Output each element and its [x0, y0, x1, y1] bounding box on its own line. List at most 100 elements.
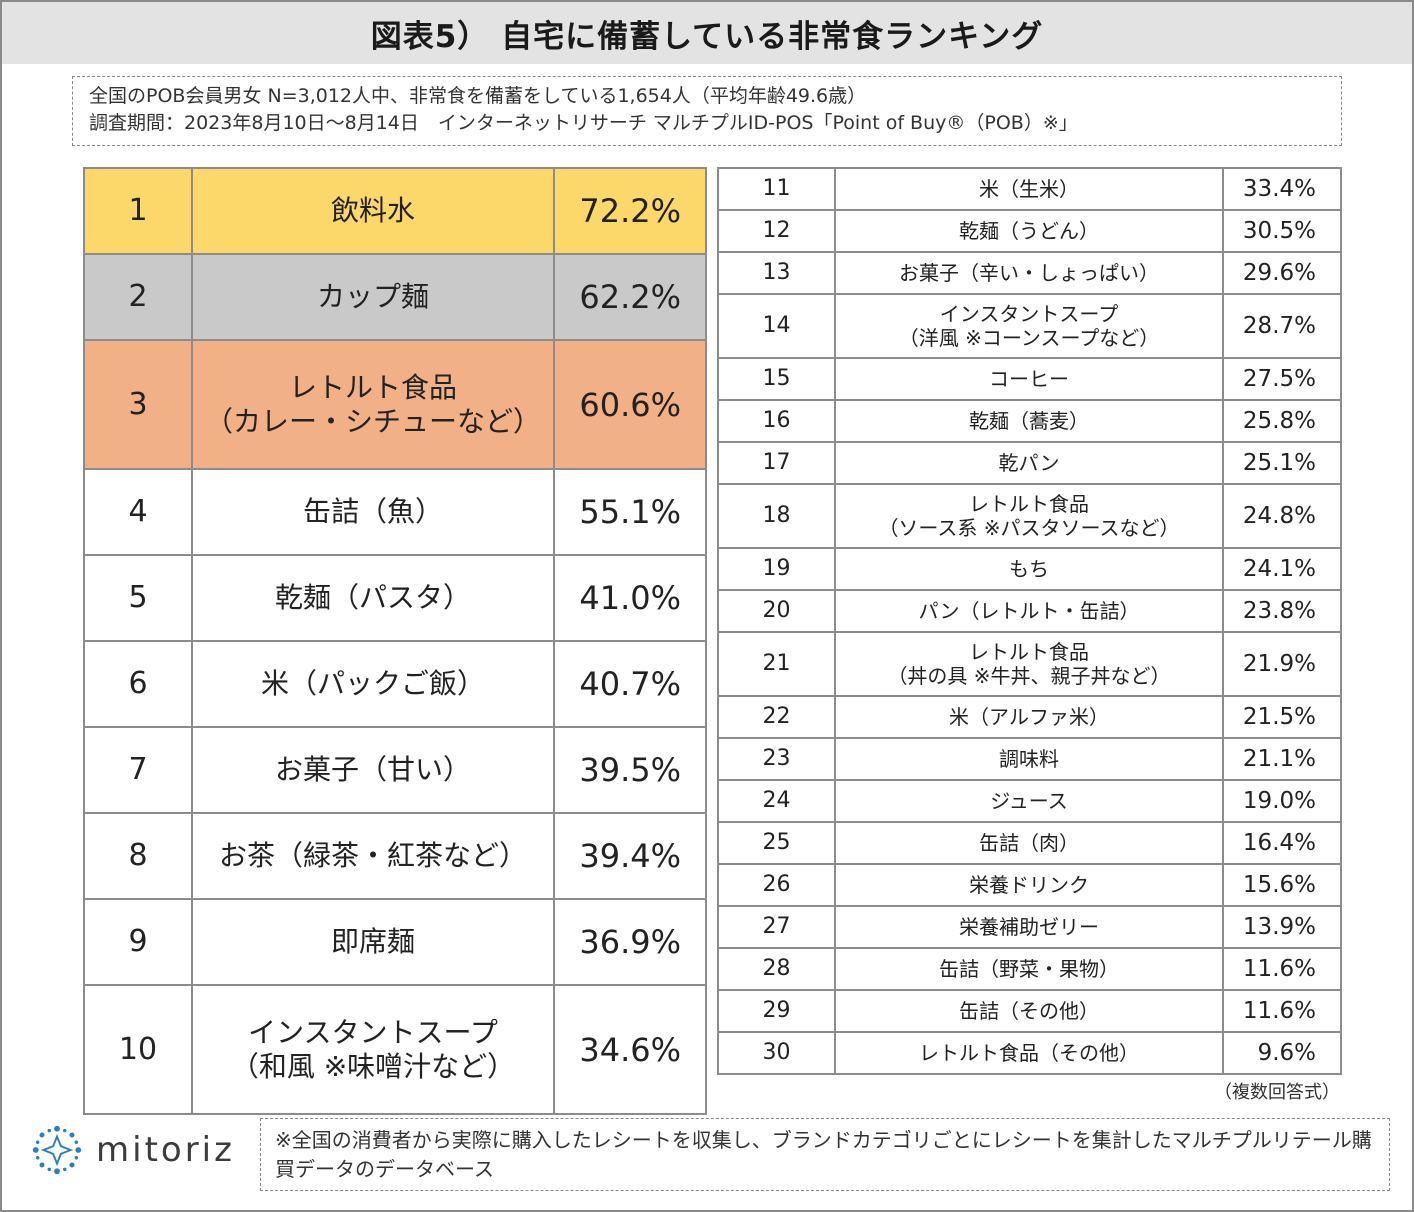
mitoriz-logo: mitoriz: [28, 1121, 248, 1179]
item-name: レトルト食品（その他）: [834, 1031, 1224, 1075]
item-name-line-2: （ソース系 ※パスタソースなど）: [878, 516, 1180, 540]
ranking-row: 24 ジュース 19.0%: [717, 779, 1342, 823]
item-percentage: 9.6%: [1222, 1031, 1342, 1075]
item-percentage: 21.9%: [1222, 631, 1342, 697]
rank-number: 25: [717, 821, 836, 865]
item-name: カップ麺: [191, 253, 555, 341]
item-name-line-1: お菓子（辛い・しょっぱい）: [899, 261, 1159, 285]
ranking-row: 3 レトルト食品 （カレー・シチューなど） 60.6%: [83, 339, 707, 470]
item-name: 缶詰（その他）: [834, 989, 1224, 1033]
item-percentage: 29.6%: [1222, 251, 1342, 295]
rank-number: 8: [83, 812, 193, 900]
item-name-line-1: 乾麺（パスタ）: [274, 581, 471, 614]
ranking-row: 12 乾麺（うどん） 30.5%: [717, 209, 1342, 253]
item-percentage: 33.4%: [1222, 167, 1342, 211]
item-name: 米（パックご飯）: [191, 640, 555, 728]
item-name-line-2: （丼の具 ※牛丼、親子丼など）: [887, 664, 1171, 688]
item-name-line-1: 調味料: [999, 747, 1059, 771]
item-name: 調味料: [834, 737, 1224, 781]
item-percentage: 25.8%: [1222, 399, 1342, 443]
item-name-line-1: レトルト食品: [969, 492, 1089, 516]
item-percentage: 25.1%: [1222, 441, 1342, 485]
item-name: 即席麺: [191, 898, 555, 986]
item-name: レトルト食品 （丼の具 ※牛丼、親子丼など）: [834, 631, 1224, 697]
item-name-line-1: 栄養補助ゼリー: [959, 915, 1099, 939]
ranking-row: 19 もち 24.1%: [717, 547, 1342, 591]
ranking-row: 8 お茶（緑茶・紅茶など） 39.4%: [83, 812, 707, 900]
title-bar: 図表5） 自宅に備蓄している非常食ランキング: [2, 2, 1412, 64]
ranking-row: 11 米（生米） 33.4%: [717, 167, 1342, 211]
item-name-line-2: （和風 ※味噌汁など）: [230, 1049, 516, 1083]
ranking-row: 15 コーヒー 27.5%: [717, 357, 1342, 401]
ranking-row: 5 乾麺（パスタ） 41.0%: [83, 554, 707, 642]
item-name-line-1: 乾パン: [998, 451, 1060, 475]
item-name-line-1: 乾麺（うどん）: [959, 219, 1099, 243]
rank-number: 15: [717, 357, 836, 401]
item-name-line-1: カップ麺: [316, 280, 429, 313]
ranking-row: 9 即席麺 36.9%: [83, 898, 707, 986]
item-name-line-1: 米（アルファ米）: [949, 705, 1109, 729]
item-percentage: 72.2%: [553, 167, 707, 255]
item-name-line-1: 飲料水: [330, 194, 415, 227]
ranking-row: 27 栄養補助ゼリー 13.9%: [717, 905, 1342, 949]
item-percentage: 39.5%: [553, 726, 707, 814]
item-name-line-1: 缶詰（魚）: [302, 495, 443, 528]
ranking-row: 6 米（パックご飯） 40.7%: [83, 640, 707, 728]
item-name: コーヒー: [834, 357, 1224, 401]
item-percentage: 41.0%: [553, 554, 707, 642]
ranking-row: 26 栄養ドリンク 15.6%: [717, 863, 1342, 907]
item-name-line-1: ジュース: [990, 789, 1068, 813]
survey-info-line-2: 調査期間：2023年8月10日～8月14日 インターネットリサーチ マルチプルI…: [89, 112, 1078, 134]
item-percentage: 39.4%: [553, 812, 707, 900]
item-name: お菓子（辛い・しょっぱい）: [834, 251, 1224, 295]
rank-number: 14: [717, 293, 836, 359]
ranking-row: 17 乾パン 25.1%: [717, 441, 1342, 485]
ranking-row: 28 缶詰（野菜・果物） 11.6%: [717, 947, 1342, 991]
ranking-row: 16 乾麺（蕎麦） 25.8%: [717, 399, 1342, 443]
item-name: 缶詰（肉）: [834, 821, 1224, 865]
item-percentage: 55.1%: [553, 468, 707, 556]
item-name-line-1: 缶詰（その他）: [959, 999, 1099, 1023]
rank-number: 23: [717, 737, 836, 781]
ranking-row: 22 米（アルファ米） 21.5%: [717, 695, 1342, 739]
ranking-row: 10 インスタントスープ （和風 ※味噌汁など） 34.6%: [83, 984, 707, 1115]
rank-number: 26: [717, 863, 836, 907]
item-name-line-1: 米（生米）: [979, 177, 1079, 201]
rank-number: 28: [717, 947, 836, 991]
item-percentage: 11.6%: [1222, 989, 1342, 1033]
ranking-table-11-30: 11 米（生米） 33.4% 12 乾麺（うどん） 30.5% 13 お菓子（辛い・しょっぱい…: [717, 167, 1342, 1075]
item-percentage: 62.2%: [553, 253, 707, 341]
item-percentage: 16.4%: [1222, 821, 1342, 865]
rank-number: 4: [83, 468, 193, 556]
rank-number: 10: [83, 984, 193, 1115]
rank-number: 12: [717, 209, 836, 253]
item-name-line-1: お菓子（甘い）: [274, 753, 471, 786]
item-percentage: 60.6%: [553, 339, 707, 470]
item-name: 米（アルファ米）: [834, 695, 1224, 739]
item-percentage: 19.0%: [1222, 779, 1342, 823]
item-name: 乾麺（うどん）: [834, 209, 1224, 253]
mitoriz-star-logo-icon: [32, 1125, 82, 1175]
ranking-row: 7 お菓子（甘い） 39.5%: [83, 726, 707, 814]
item-name-line-1: お茶（緑茶・紅茶など）: [218, 839, 527, 872]
ranking-row: 20 パン（レトルト・缶詰） 23.8%: [717, 589, 1342, 633]
item-percentage: 15.6%: [1222, 863, 1342, 907]
ranking-row: 4 缶詰（魚） 55.1%: [83, 468, 707, 556]
item-percentage: 24.1%: [1222, 547, 1342, 591]
ranking-row: 2 カップ麺 62.2%: [83, 253, 707, 341]
rank-number: 30: [717, 1031, 836, 1075]
logo-text: mitoriz: [96, 1130, 235, 1170]
item-name: 栄養補助ゼリー: [834, 905, 1224, 949]
item-name: レトルト食品 （ソース系 ※パスタソースなど）: [834, 483, 1224, 549]
item-name: 缶詰（魚）: [191, 468, 555, 556]
item-percentage: 21.1%: [1222, 737, 1342, 781]
item-name-line-1: 乾麺（蕎麦）: [969, 409, 1089, 433]
item-name-line-1: 米（パックご飯）: [260, 667, 485, 700]
rank-number: 29: [717, 989, 836, 1033]
ranking-row: 30 レトルト食品（その他） 9.6%: [717, 1031, 1342, 1075]
item-percentage: 27.5%: [1222, 357, 1342, 401]
item-percentage: 30.5%: [1222, 209, 1342, 253]
item-name: もち: [834, 547, 1224, 591]
item-name-line-1: レトルト食品: [969, 640, 1089, 664]
item-name-line-1: レトルト食品: [288, 370, 457, 404]
